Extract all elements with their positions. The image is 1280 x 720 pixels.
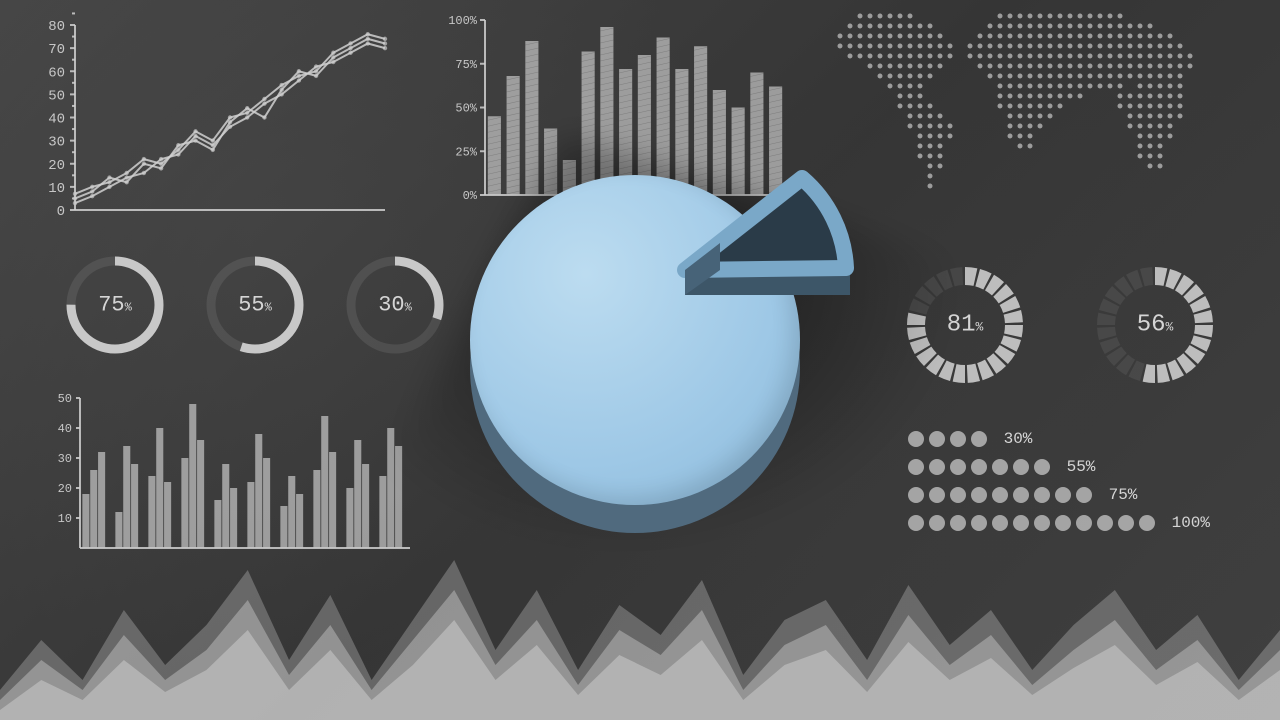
gauge-label: 75%	[98, 293, 132, 318]
dot-icon	[1055, 515, 1071, 531]
svg-text:0: 0	[57, 204, 65, 220]
world-map	[820, 10, 1240, 220]
dot-icon	[1118, 515, 1134, 531]
dot-icon	[1055, 487, 1071, 503]
gauge-row: 75% 55% 30%	[60, 250, 450, 360]
dot-icon	[971, 431, 987, 447]
dot-row-label: 30%	[1004, 430, 1033, 448]
svg-text:20: 20	[48, 158, 65, 174]
dot-icon	[929, 487, 945, 503]
gauge-75: 75%	[60, 250, 170, 360]
dot-icon	[908, 515, 924, 531]
svg-text:60: 60	[48, 65, 65, 81]
dot-icon	[929, 459, 945, 475]
svg-text:20: 20	[58, 482, 72, 496]
dot-icon	[1097, 515, 1113, 531]
donut-56: 56%	[1090, 260, 1220, 390]
dot-icon	[1034, 515, 1050, 531]
svg-text:75%: 75%	[455, 58, 477, 72]
dot-icon	[992, 515, 1008, 531]
dot-row: 30%	[908, 430, 1210, 448]
svg-text:10: 10	[58, 512, 72, 526]
dot-row: 75%	[908, 486, 1210, 504]
dot-icon	[971, 487, 987, 503]
svg-text:10: 10	[48, 181, 65, 197]
gauge-30: 30%	[340, 250, 450, 360]
gauge-label: 30%	[378, 293, 412, 318]
pie-slice	[665, 130, 865, 330]
svg-text:30: 30	[58, 452, 72, 466]
donut-label: 56%	[1137, 312, 1174, 339]
svg-text:80: 80	[48, 19, 65, 35]
svg-text:40: 40	[58, 422, 72, 436]
svg-text:50: 50	[48, 88, 65, 104]
dot-icon	[1139, 515, 1155, 531]
dot-icon	[950, 487, 966, 503]
dot-icon	[908, 487, 924, 503]
svg-text:40: 40	[48, 112, 65, 128]
dot-icon	[971, 459, 987, 475]
dot-icon	[971, 515, 987, 531]
dot-icon	[950, 431, 966, 447]
dot-icon	[1034, 487, 1050, 503]
svg-text:25%: 25%	[455, 145, 477, 159]
pie-3d	[470, 175, 830, 555]
line-chart: 0 10 20 30 40 50 60 70 80	[30, 10, 400, 230]
gauge-label: 55%	[238, 293, 272, 318]
dot-icon	[1013, 459, 1029, 475]
dot-icon	[1076, 515, 1092, 531]
dot-icon	[1013, 515, 1029, 531]
dot-progress-rows: 30%55%75%100%	[908, 430, 1210, 542]
svg-text:50: 50	[58, 392, 72, 406]
dot-icon	[950, 515, 966, 531]
dot-row-label: 75%	[1109, 486, 1138, 504]
dot-icon	[929, 515, 945, 531]
dot-row-label: 55%	[1067, 458, 1096, 476]
dot-icon	[992, 459, 1008, 475]
dot-row: 55%	[908, 458, 1210, 476]
svg-text:50%: 50%	[455, 102, 477, 116]
dot-icon	[950, 459, 966, 475]
svg-text:100%: 100%	[448, 14, 478, 28]
dot-icon	[1013, 487, 1029, 503]
svg-text:30: 30	[48, 135, 65, 151]
dot-icon	[1076, 487, 1092, 503]
svg-text:70: 70	[48, 42, 65, 58]
dot-icon	[992, 487, 1008, 503]
gauge-55: 55%	[200, 250, 310, 360]
dot-icon	[1034, 459, 1050, 475]
